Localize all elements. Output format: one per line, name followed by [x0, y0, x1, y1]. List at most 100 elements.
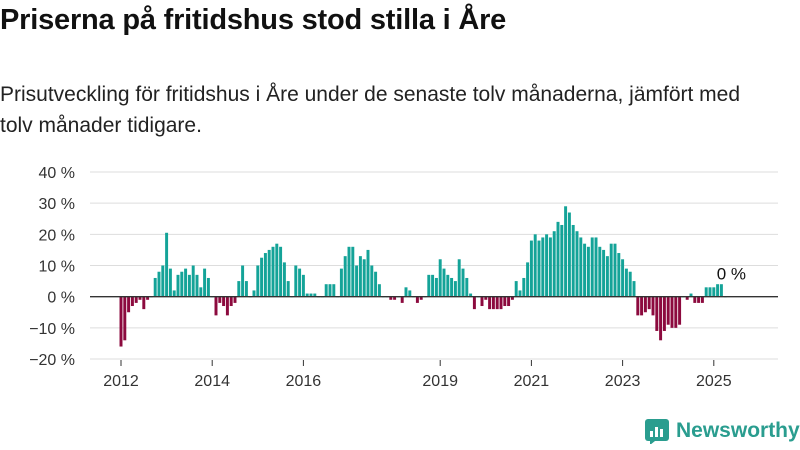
bar [286, 281, 290, 297]
bar [575, 231, 579, 297]
bar [374, 271, 378, 297]
bar [301, 274, 305, 297]
bar [157, 271, 161, 297]
newsworthy-logo-icon [645, 419, 669, 444]
bar [598, 246, 602, 297]
page-subtitle: Prisutveckling för fritidshus i Åre unde… [0, 83, 741, 137]
bar [518, 290, 522, 297]
bar [222, 296, 226, 307]
bar [617, 253, 621, 297]
bar [252, 290, 256, 297]
bar [510, 296, 514, 300]
bar [195, 274, 199, 297]
bar [647, 296, 651, 310]
bar [431, 274, 435, 297]
bar [294, 265, 298, 297]
bar [142, 296, 146, 310]
bar [389, 296, 393, 300]
y-tick-label: 0 % [47, 290, 75, 307]
bar [453, 281, 457, 297]
bar [583, 243, 587, 297]
bar [564, 206, 568, 297]
x-tick-label: 2012 [103, 373, 139, 390]
bar [491, 296, 495, 310]
bar [643, 296, 647, 313]
bar [256, 265, 260, 297]
bar [461, 268, 465, 297]
bar [275, 243, 279, 297]
bar [609, 243, 613, 297]
x-tick-label: 2019 [422, 373, 458, 390]
bar [636, 296, 640, 316]
bar [590, 237, 594, 297]
bar [146, 296, 150, 300]
bar [161, 265, 165, 297]
bar [438, 259, 442, 297]
bar [130, 296, 134, 307]
bar [552, 231, 556, 297]
bar [351, 246, 355, 297]
bar [362, 259, 366, 297]
bar [271, 246, 275, 297]
bar [495, 296, 499, 310]
bar [343, 256, 347, 297]
bar [560, 224, 564, 297]
bar [244, 281, 248, 297]
bar [514, 281, 518, 297]
y-tick-label: −10 % [29, 321, 75, 338]
bar [522, 277, 526, 297]
bar [537, 240, 541, 297]
bar [298, 268, 302, 297]
bar [168, 268, 172, 297]
bar [689, 293, 693, 297]
bar [191, 265, 195, 297]
bar [571, 224, 575, 297]
bar [533, 234, 537, 297]
bar [450, 277, 454, 297]
bar [480, 296, 484, 307]
bar [309, 293, 313, 297]
bar [119, 296, 123, 347]
price-change-bar-chart: −20 % −10 % 0 % 10 % 20 % 30 % 40 % 2012 2014 201… [29, 165, 778, 390]
bar [313, 293, 317, 297]
bar [605, 256, 609, 297]
bar [377, 284, 381, 297]
bar [484, 296, 488, 300]
bar [400, 296, 404, 303]
bar [708, 287, 712, 297]
bar [545, 234, 549, 297]
bar [666, 296, 670, 325]
bar [199, 287, 203, 297]
bar [180, 271, 184, 297]
y-tick-label: 40 % [39, 165, 75, 182]
bar [279, 246, 283, 297]
bar [355, 265, 359, 297]
bar [282, 262, 286, 297]
bar [632, 281, 636, 297]
bar [358, 256, 362, 297]
bar [628, 271, 632, 297]
bar [685, 296, 689, 300]
bar [123, 296, 127, 341]
bar [670, 296, 674, 328]
bar [640, 296, 644, 316]
y-tick-label: −20 % [29, 352, 75, 369]
bar [579, 237, 583, 297]
y-tick-label: 10 % [39, 259, 75, 276]
bar [507, 296, 511, 307]
bar [225, 296, 229, 316]
page-title: Priserna på fritidshus stod stilla i Åre [0, 4, 507, 36]
bar [237, 281, 241, 297]
bar [184, 268, 188, 297]
x-tick-label: 2016 [286, 373, 322, 390]
bar [138, 296, 142, 300]
bar [712, 287, 716, 297]
bar [719, 284, 723, 297]
bar [674, 296, 678, 328]
bar [556, 221, 560, 297]
x-tick-label: 2014 [194, 373, 230, 390]
bar [267, 249, 271, 297]
bar [548, 237, 552, 297]
bar [594, 237, 598, 297]
bar [263, 253, 267, 297]
